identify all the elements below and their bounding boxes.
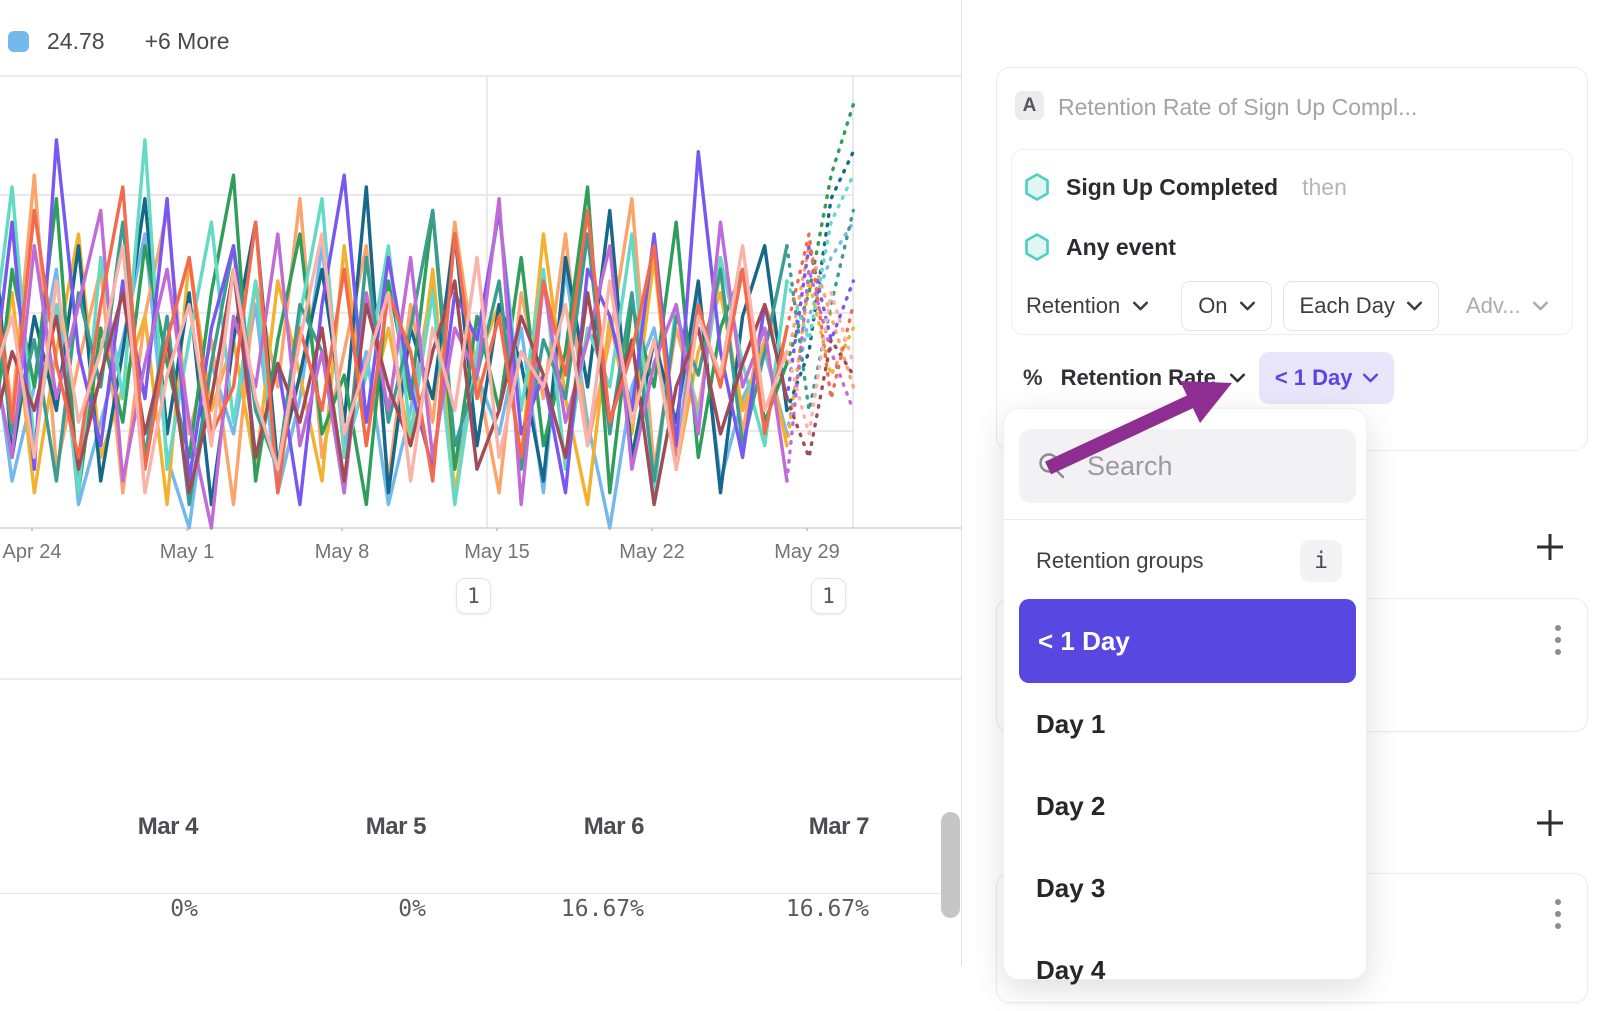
- menu-item-day-1[interactable]: Day 1: [1036, 708, 1106, 739]
- event-then-label: then: [1302, 173, 1347, 200]
- chart-series-cohort-12: [785, 291, 855, 436]
- menu-item-day-4[interactable]: Day 4: [1036, 954, 1106, 985]
- percent-icon: %: [1023, 365, 1043, 390]
- chevron-down-icon: [1133, 301, 1149, 311]
- chevron-down-icon[interactable]: [1229, 373, 1245, 383]
- chart-series-cohort-11: [785, 232, 855, 401]
- event-step-2[interactable]: Any event: [1024, 232, 1176, 262]
- chart-legend: 24.78 +6 More: [8, 28, 230, 55]
- legend-swatch: [8, 31, 29, 52]
- frequency-label: Each Day: [1299, 293, 1395, 318]
- more-options-icon[interactable]: [1552, 623, 1564, 657]
- query-title: Retention Rate of Sign Up Compl...: [1058, 94, 1418, 120]
- advanced-label: Adv...: [1465, 293, 1521, 318]
- page-chip-right[interactable]: 1: [811, 578, 846, 614]
- table-header: Mar 5: [365, 813, 427, 840]
- section-divider: [0, 678, 961, 680]
- chart-canvas: [0, 75, 961, 531]
- search-input[interactable]: Search: [1019, 429, 1356, 503]
- event-hexagon-icon: [1025, 233, 1049, 261]
- chart-series-cohort-7: [0, 208, 789, 507]
- table-cell: 16.67%: [785, 896, 869, 922]
- search-placeholder: Search: [1087, 450, 1173, 481]
- advanced-dropdown[interactable]: Adv...: [1466, 293, 1548, 319]
- legend-label: 24.78: [47, 28, 105, 54]
- chart-series-cohort-5: [0, 173, 789, 507]
- table-cell: 16.67%: [560, 896, 644, 922]
- retention-line-chart[interactable]: [0, 75, 961, 531]
- retention-mode-dropdown[interactable]: Retention: [1026, 293, 1149, 319]
- retention-group-menu: Search Retention groups i < 1 Day Day 1 D…: [1003, 408, 1367, 985]
- chart-series-cohort-10: [0, 267, 789, 507]
- search-icon: [1039, 453, 1065, 479]
- chart-series-cohort-5: [785, 102, 855, 366]
- menu-group-header: Retention groups i: [1036, 539, 1342, 583]
- add-metric-button[interactable]: [1534, 807, 1566, 839]
- event-hexagon-icon: [1025, 173, 1049, 201]
- chevron-down-icon: [1239, 301, 1255, 311]
- on-dropdown[interactable]: On: [1181, 281, 1272, 331]
- menu-item-selected[interactable]: < 1 Day: [1019, 599, 1356, 683]
- legend-more-button[interactable]: +6 More: [144, 28, 230, 54]
- event-step-1[interactable]: Sign Up Completed then: [1024, 172, 1347, 202]
- chart-panel: 24.78 +6 More Apr 24 May 1 May 8 May 15 …: [0, 28, 961, 922]
- chart-series-cohort-9: [0, 196, 789, 530]
- add-metric-button[interactable]: [1534, 531, 1566, 563]
- menu-group-label: Retention groups: [1036, 548, 1204, 573]
- menu-item-day-2[interactable]: Day 2: [1036, 790, 1106, 821]
- table-divider: [0, 893, 941, 894]
- table-header: Mar 7: [808, 813, 870, 840]
- page-chip-left[interactable]: 1: [456, 578, 491, 614]
- chart-series-cohort-9: [785, 267, 855, 483]
- chart-series-cohort-12: [0, 232, 789, 495]
- vertical-scrollbar-thumb[interactable]: [941, 812, 960, 918]
- table-header: Mar 4: [137, 813, 199, 840]
- info-icon[interactable]: i: [1300, 540, 1342, 582]
- x-tick-label: May 22: [619, 541, 685, 563]
- query-badge: A: [1015, 91, 1044, 120]
- chevron-down-icon: [1406, 301, 1422, 311]
- chart-series-cohort-8: [0, 138, 789, 507]
- x-tick-label: May 1: [159, 541, 215, 563]
- table-cell: 0%: [170, 896, 198, 922]
- metric-row: % Retention Rate < 1 Day: [1023, 351, 1395, 405]
- x-tick-label: May 15: [464, 541, 530, 563]
- metric-dropdown[interactable]: Retention Rate: [1060, 365, 1216, 390]
- menu-divider: [1004, 519, 1366, 520]
- x-tick-label: May 29: [774, 541, 840, 563]
- menu-item-day-3[interactable]: Day 3: [1036, 872, 1106, 903]
- chart-series-cohort-4: [785, 149, 855, 413]
- chart-series-cohort-2: [785, 244, 855, 389]
- panel-divider: [961, 0, 962, 966]
- event-steps-card: Sign Up Completed then Any event Retenti…: [1011, 149, 1573, 335]
- chart-series-cohort-6: [785, 173, 855, 342]
- on-label: On: [1198, 293, 1228, 318]
- chart-series-cohort-8: [785, 244, 855, 401]
- retention-group-dropdown[interactable]: < 1 Day: [1258, 352, 1395, 404]
- more-options-icon[interactable]: [1552, 897, 1564, 931]
- event-name: Any event: [1066, 233, 1176, 260]
- frequency-dropdown[interactable]: Each Day: [1282, 281, 1439, 331]
- menu-item-list: Day 1 Day 2 Day 3 Day 4: [1019, 683, 1356, 1011]
- table-cell: 0%: [398, 896, 426, 922]
- chevron-down-icon: [1532, 301, 1548, 311]
- table-header: Mar 6: [583, 813, 645, 840]
- event-name: Sign Up Completed: [1066, 173, 1279, 200]
- retention-group-value: < 1 Day: [1274, 365, 1353, 390]
- chevron-down-icon: [1363, 373, 1379, 383]
- chart-series-cohort-10: [785, 338, 855, 460]
- x-tick-label: May 8: [314, 541, 370, 563]
- x-tick-label: Apr 24: [2, 541, 62, 563]
- query-controls-row: Retention On Each Day Adv...: [1026, 281, 1548, 331]
- retention-mode-label: Retention: [1026, 293, 1121, 318]
- query-definition-card: A Retention Rate of Sign Up Compl... Sig…: [996, 67, 1588, 451]
